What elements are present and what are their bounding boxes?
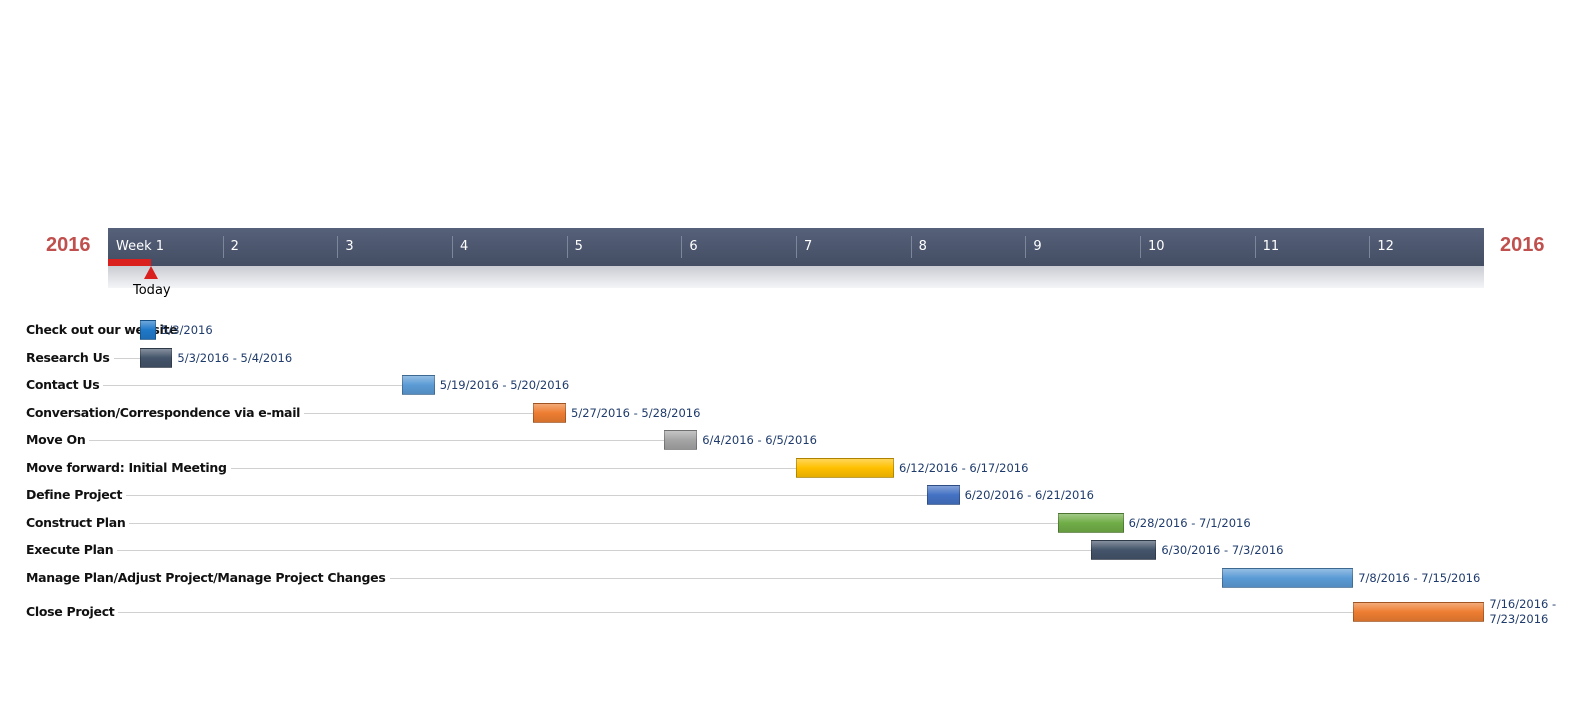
- week-separator: [681, 236, 683, 258]
- row-line: [26, 523, 1058, 524]
- task-name: Research Us: [26, 350, 114, 365]
- task-dates: 6/12/2016 - 6/17/2016: [899, 460, 1029, 475]
- row-line: [26, 440, 665, 441]
- week-label: 6: [689, 239, 698, 254]
- week-label: 5: [574, 239, 583, 254]
- task-dates: 6/28/2016 - 7/1/2016: [1128, 515, 1251, 530]
- task-dates: 6/30/2016 - 7/3/2016: [1161, 542, 1284, 557]
- row-line: [26, 578, 1222, 579]
- task-name: Construct Plan: [26, 515, 130, 530]
- week-label: 9: [1033, 239, 1042, 254]
- task-name: Define Project: [26, 487, 127, 502]
- task-bar: [1058, 513, 1124, 533]
- task-name: Contact Us: [26, 377, 104, 392]
- task-dates: 5/19/2016 - 5/20/2016: [439, 377, 570, 392]
- week-label: 4: [460, 239, 469, 254]
- today-marker: [144, 266, 158, 279]
- task-bar: [926, 485, 960, 505]
- task-dates: 5/3/2016 - 5/4/2016: [177, 350, 293, 365]
- task-name: Conversation/Correspondence via e-mail: [26, 405, 305, 420]
- row-line: [26, 550, 1091, 551]
- task-bar: [533, 403, 566, 423]
- week-separator: [337, 236, 339, 258]
- timeline-shade: [108, 266, 1484, 288]
- week-label: 7: [804, 239, 813, 254]
- task-bar: [139, 348, 173, 368]
- task-name: Manage Plan/Adjust Project/Manage Projec…: [26, 570, 390, 585]
- week-separator: [566, 236, 568, 258]
- task-name: Move forward: Initial Meeting: [26, 460, 231, 475]
- year-left: 2016: [46, 234, 91, 256]
- week-label: 10: [1148, 239, 1165, 254]
- week-separator: [452, 236, 453, 258]
- task-dates: 6/20/2016 - 6/21/2016: [964, 487, 1094, 502]
- task-bar: [402, 375, 435, 395]
- row-line: [26, 612, 1354, 613]
- row-line: [26, 385, 402, 386]
- week-separator: [222, 236, 224, 258]
- week-separator: [1025, 236, 1027, 258]
- week-label: 11: [1262, 239, 1280, 254]
- task-dates: 5/3/2016: [161, 322, 213, 337]
- task-name: Move On: [26, 432, 90, 447]
- week-label: 12: [1377, 239, 1394, 254]
- task-dates: 7/8/2016 - 7/15/2016: [1358, 570, 1481, 585]
- week-label: Week 1: [116, 239, 165, 254]
- task-bar: [139, 320, 156, 340]
- task-bar: [1222, 568, 1354, 588]
- today-label: Today: [133, 283, 171, 298]
- week-separator: [1254, 236, 1256, 258]
- week-label: 3: [345, 239, 354, 254]
- row-line: [26, 468, 796, 469]
- task-name: Close Project: [26, 604, 119, 619]
- task-dates: 5/27/2016 - 5/28/2016: [571, 405, 701, 420]
- week-label: 2: [230, 239, 239, 254]
- task-dates: 7/16/2016 - 7/23/2016: [1489, 597, 1557, 626]
- task-bar: [1090, 540, 1157, 560]
- task-bar: [795, 458, 894, 478]
- week-separator: [1140, 236, 1141, 258]
- task-bar: [664, 430, 698, 450]
- week-separator: [1369, 236, 1371, 258]
- task-dates: 6/4/2016 - 6/5/2016: [702, 432, 817, 447]
- year-right: 2016: [1500, 234, 1545, 256]
- week-separator: [910, 236, 912, 258]
- task-bar: [1353, 602, 1485, 622]
- week-label: 8: [918, 239, 927, 254]
- row-line: [26, 495, 927, 496]
- task-name: Check out our website: [26, 322, 182, 337]
- week-separator: [796, 236, 797, 258]
- task-name: Execute Plan: [26, 542, 118, 557]
- today-progress: [108, 259, 151, 266]
